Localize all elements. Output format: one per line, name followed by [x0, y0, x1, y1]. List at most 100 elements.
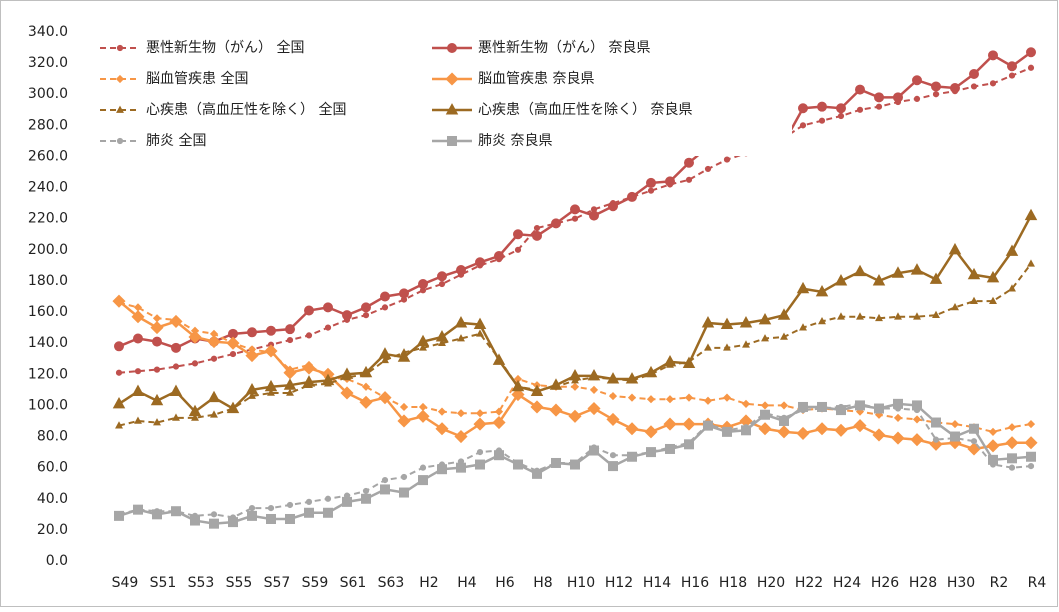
- data-point: [362, 312, 370, 319]
- data-point: [115, 421, 123, 429]
- data-point: [475, 409, 485, 418]
- data-point: [473, 317, 487, 330]
- series: [112, 294, 1038, 456]
- data-point: [245, 349, 259, 363]
- data-point: [475, 257, 485, 268]
- data-point: [856, 312, 864, 320]
- data-point: [492, 353, 506, 365]
- y-tick-label: 280.0: [28, 117, 68, 133]
- data-point: [741, 425, 751, 436]
- data-point: [359, 395, 373, 409]
- legend-marker: [115, 74, 125, 84]
- data-point: [549, 403, 563, 417]
- data-point: [1007, 61, 1017, 72]
- data-point: [226, 401, 240, 414]
- data-point: [644, 365, 658, 378]
- data-point: [703, 396, 713, 405]
- data-point: [874, 92, 884, 103]
- data-point: [853, 264, 867, 277]
- data-point: [893, 413, 903, 422]
- data-point: [266, 513, 276, 524]
- legend-label: 悪性新生物（がん） 全国: [146, 39, 304, 56]
- legend-marker: [447, 136, 457, 146]
- data-point: [891, 266, 905, 278]
- data-point: [988, 50, 998, 61]
- data-point: [834, 274, 848, 286]
- data-point: [456, 462, 466, 473]
- legend-label: 心疾患（高血圧性を除く） 全国: [146, 101, 346, 118]
- data-point: [665, 443, 675, 454]
- x-tick-label: H4: [457, 575, 477, 591]
- x-tick-label: S51: [150, 575, 177, 591]
- data-point: [834, 423, 848, 437]
- data-point: [169, 384, 183, 396]
- data-point: [875, 103, 883, 110]
- data-point: [1027, 462, 1035, 470]
- data-point: [342, 310, 352, 321]
- data-point: [1007, 423, 1017, 432]
- data-point: [1008, 284, 1016, 292]
- data-point: [112, 396, 126, 409]
- data-point: [950, 419, 960, 429]
- x-tick-label: S53: [188, 575, 215, 591]
- data-point: [551, 457, 561, 468]
- data-point: [950, 431, 960, 442]
- x-tick-label: H6: [495, 575, 515, 591]
- data-point: [381, 304, 389, 311]
- x-tick-label: H8: [533, 575, 552, 591]
- data-point: [703, 420, 713, 431]
- legend-label: 心疾患（高血圧性を除く） 奈良県: [478, 101, 692, 118]
- data-point: [513, 229, 523, 240]
- data-point: [514, 246, 522, 253]
- data-point: [893, 92, 903, 103]
- data-point: [511, 387, 525, 402]
- data-point: [150, 393, 164, 406]
- data-point: [457, 334, 465, 342]
- data-point: [739, 316, 753, 328]
- data-point: [323, 507, 333, 518]
- data-point: [970, 83, 978, 90]
- data-point: [760, 401, 770, 410]
- data-point: [153, 418, 161, 426]
- y-tick-label: 260.0: [28, 148, 68, 164]
- data-point: [853, 419, 867, 433]
- data-point: [931, 417, 941, 428]
- data-point: [932, 436, 940, 443]
- data-point: [780, 332, 788, 340]
- data-point: [190, 515, 200, 526]
- legend-label: 肺炎 全国: [146, 132, 206, 149]
- data-point: [855, 84, 865, 95]
- data-point: [931, 81, 941, 92]
- data-point: [210, 355, 218, 362]
- data-point: [741, 399, 751, 408]
- y-tick-label: 60.0: [37, 460, 68, 476]
- x-tick-label: S55: [226, 575, 253, 591]
- data-point: [361, 302, 371, 313]
- data-point: [324, 495, 332, 502]
- data-point: [969, 69, 979, 80]
- data-point: [286, 336, 294, 344]
- data-point: [758, 312, 772, 325]
- x-tick-label: H16: [681, 575, 709, 591]
- data-point: [397, 414, 411, 428]
- data-point: [302, 361, 316, 375]
- legend-marker: [116, 105, 124, 113]
- data-point: [665, 395, 675, 404]
- data-point: [625, 372, 639, 384]
- y-tick-label: 100.0: [28, 397, 68, 413]
- data-point: [191, 360, 199, 367]
- x-tick-label: H14: [643, 575, 671, 591]
- data-point: [627, 451, 637, 462]
- data-point: [207, 390, 221, 403]
- data-point: [359, 365, 373, 378]
- legend-marker: [445, 103, 459, 115]
- data-point: [872, 274, 886, 286]
- data-point: [627, 191, 637, 202]
- data-point: [378, 347, 392, 359]
- data-point: [150, 321, 164, 335]
- data-point: [799, 323, 807, 331]
- y-tick-label: 120.0: [28, 366, 68, 382]
- data-point: [494, 450, 504, 461]
- data-point: [817, 401, 827, 412]
